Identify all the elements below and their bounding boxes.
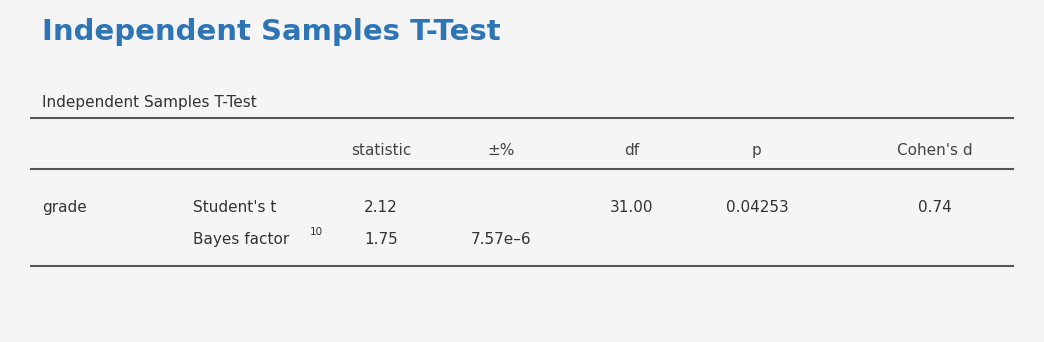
- Text: 0.74: 0.74: [918, 200, 951, 215]
- Text: Cohen's d: Cohen's d: [897, 143, 972, 158]
- Text: ±%: ±%: [488, 143, 515, 158]
- Text: 0.04253: 0.04253: [726, 200, 788, 215]
- Text: statistic: statistic: [351, 143, 411, 158]
- Text: p: p: [752, 143, 762, 158]
- Text: Independent Samples T-Test: Independent Samples T-Test: [42, 95, 257, 110]
- Text: grade: grade: [42, 200, 87, 215]
- Text: df: df: [624, 143, 639, 158]
- Text: 1.75: 1.75: [364, 232, 398, 247]
- Text: Student's t: Student's t: [193, 200, 277, 215]
- Text: 10: 10: [310, 227, 324, 237]
- Text: 2.12: 2.12: [364, 200, 398, 215]
- Text: 31.00: 31.00: [610, 200, 654, 215]
- Text: Independent Samples T-Test: Independent Samples T-Test: [42, 18, 500, 46]
- Text: Bayes factor: Bayes factor: [193, 232, 289, 247]
- Text: 7.57e–6: 7.57e–6: [471, 232, 531, 247]
